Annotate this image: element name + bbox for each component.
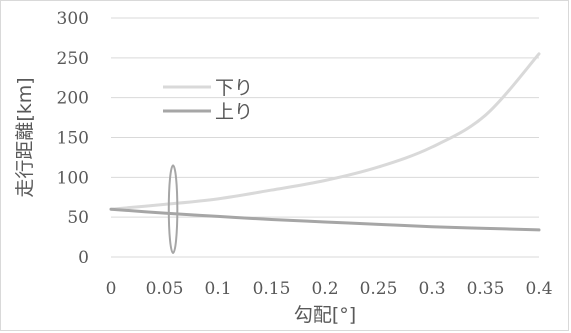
gridlines: [111, 17, 539, 258]
y-tick-label: 200: [57, 89, 89, 109]
legend-label-0: 下り: [215, 77, 253, 99]
y-tick-label: 0: [78, 248, 89, 268]
x-tick-label: 0.3: [418, 279, 445, 299]
y-tick-label: 50: [67, 208, 89, 228]
annotation-ellipse: [167, 164, 179, 255]
x-tick-label: 0.4: [525, 279, 552, 299]
series-lines: [109, 52, 541, 232]
y-tick-label: 300: [57, 9, 89, 29]
x-tick-label: 0.2: [311, 279, 338, 299]
legend-label-1: 上り: [215, 101, 253, 123]
series-line-0: [109, 52, 541, 211]
x-tick-label: 0.15: [253, 279, 291, 299]
y-tick-labels: 0 50 100 150 200 250 300: [57, 9, 89, 268]
x-axis-title: 勾配[°]: [294, 304, 356, 326]
series-line-1: [109, 207, 541, 232]
x-tick-label: 0.05: [146, 279, 184, 299]
x-tick-label: 0.35: [467, 279, 505, 299]
y-tick-label: 250: [57, 49, 89, 69]
y-axis-title: 走行距離[km]: [14, 77, 36, 197]
y-tick-label: 100: [57, 168, 89, 188]
x-tick-label: 0.1: [204, 279, 231, 299]
x-tick-label: 0.25: [360, 279, 398, 299]
y-tick-label: 150: [57, 129, 89, 149]
x-tick-labels: 0 0.05 0.1 0.15 0.2 0.25 0.3 0.35 0.4: [106, 279, 553, 299]
annotation: [167, 164, 179, 255]
x-tick-label: 0: [106, 279, 117, 299]
